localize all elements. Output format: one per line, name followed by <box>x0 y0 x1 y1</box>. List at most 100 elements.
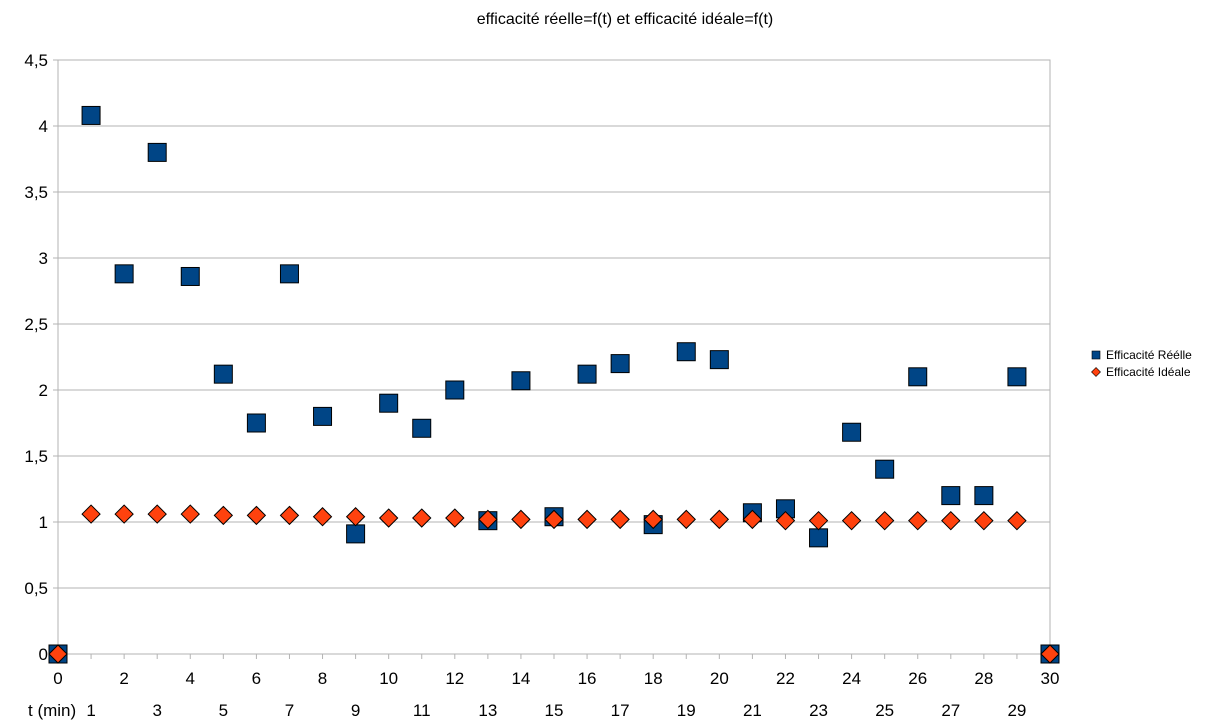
data-point-square <box>180 266 200 286</box>
data-point-diamond <box>974 510 994 531</box>
x-tick-label: 15 <box>545 701 564 720</box>
data-point-diamond <box>279 505 300 526</box>
x-axis-label: t (min) <box>28 701 76 720</box>
x-tick-label: 10 <box>379 669 398 688</box>
x-tick-label: 11 <box>413 701 431 720</box>
legend-marker-diamond <box>1091 367 1101 377</box>
data-point-square <box>577 364 597 384</box>
data-point-diamond <box>478 509 498 530</box>
x-tick-label: 19 <box>677 701 696 720</box>
data-point-square <box>379 393 399 413</box>
x-tick-label: 7 <box>285 701 294 720</box>
data-point-diamond <box>610 509 630 530</box>
x-tick-label: 27 <box>941 701 960 720</box>
data-point-diamond <box>511 509 531 530</box>
data-series <box>48 105 1060 664</box>
x-tick-label: 18 <box>644 669 663 688</box>
y-tick-label: 0,5 <box>24 579 48 598</box>
data-point-diamond <box>841 510 862 531</box>
data-point-diamond <box>412 508 432 528</box>
data-point-square <box>974 486 994 506</box>
x-tick-label: 0 <box>53 669 62 688</box>
data-point-square <box>313 406 333 426</box>
x-tick-label: 21 <box>743 701 762 720</box>
x-tick-label: 3 <box>152 701 161 720</box>
data-point-diamond <box>908 510 928 531</box>
data-point-diamond <box>643 509 663 530</box>
data-point-square <box>346 524 366 544</box>
grid-lines <box>53 59 1051 659</box>
x-tick-label: 16 <box>578 669 597 688</box>
legend-label: Efficacité Idéale <box>1106 365 1191 379</box>
x-tick-label: 17 <box>611 701 630 720</box>
data-point-diamond <box>312 507 333 527</box>
y-tick-label: 4,5 <box>24 51 48 70</box>
data-point-diamond <box>445 508 465 528</box>
data-point-square <box>246 413 266 433</box>
data-point-square <box>279 264 299 284</box>
x-tick-label: 5 <box>219 701 228 720</box>
data-point-square <box>114 264 134 284</box>
y-tick-label: 1 <box>39 513 48 532</box>
data-point-diamond <box>941 510 961 531</box>
x-tick-label: 23 <box>809 701 828 720</box>
data-point-square <box>610 354 630 374</box>
series-efficacite-reelle <box>48 105 1060 664</box>
data-point-diamond <box>775 510 796 531</box>
data-point-square <box>147 142 167 162</box>
data-point-diamond <box>544 509 564 530</box>
x-tick-label: 24 <box>842 669 861 688</box>
x-tick-label: 13 <box>478 701 497 720</box>
x-tick-label: 29 <box>1007 701 1026 720</box>
data-point-diamond <box>48 644 68 664</box>
x-tick-label: 25 <box>875 701 894 720</box>
x-tick-label: 30 <box>1041 669 1060 688</box>
data-point-diamond <box>81 504 101 524</box>
legend: Efficacité Réélle Efficacité Idéale <box>1091 348 1192 379</box>
y-tick-label: 4 <box>39 117 48 136</box>
series-efficacite-ideale <box>48 504 1060 664</box>
y-tick-label: 3,5 <box>24 183 48 202</box>
legend-label: Efficacité Réélle <box>1106 348 1192 362</box>
y-tick-label: 1,5 <box>24 447 48 466</box>
data-point-diamond <box>180 504 200 524</box>
x-tick-label: 4 <box>186 669 195 688</box>
y-tick-label: 3 <box>39 249 48 268</box>
y-tick-label: 2 <box>39 381 48 400</box>
data-point-square <box>511 371 531 391</box>
data-point-square <box>809 528 829 548</box>
x-tick-label: 1 <box>86 701 95 720</box>
data-point-diamond <box>742 509 763 530</box>
data-point-diamond <box>808 510 829 531</box>
data-point-diamond <box>114 504 134 524</box>
data-point-square <box>81 105 101 125</box>
data-point-square <box>412 418 432 438</box>
legend-marker-square <box>1091 350 1101 360</box>
x-tick-label: 2 <box>119 669 128 688</box>
data-point-diamond <box>1007 510 1027 531</box>
data-point-square <box>908 367 928 387</box>
y-tick-label: 0 <box>39 645 48 664</box>
data-point-diamond <box>378 508 399 528</box>
data-point-diamond <box>874 510 895 531</box>
data-point-square <box>1007 367 1027 387</box>
x-tick-label: 26 <box>908 669 927 688</box>
data-point-diamond <box>709 509 730 530</box>
x-tick-label: 6 <box>252 669 261 688</box>
plot-area <box>57 59 1051 655</box>
data-point-diamond <box>1040 644 1060 664</box>
data-point-square <box>676 342 696 362</box>
tick-labels: 00,511,522,533,544,50 2 4 6 8 10 12 14 16 18 20 22 2… <box>24 51 1059 720</box>
data-point-diamond <box>577 509 597 530</box>
x-tick-label: 8 <box>318 669 327 688</box>
chart-title: efficacité réelle=f(t) et efficacité idé… <box>476 11 774 28</box>
data-point-square <box>875 459 895 479</box>
x-tick-label: 20 <box>710 669 729 688</box>
data-point-square <box>213 364 233 384</box>
x-tick-label: 14 <box>511 669 530 688</box>
data-point-square <box>445 380 465 400</box>
data-point-diamond <box>246 505 267 526</box>
y-tick-label: 2,5 <box>24 315 48 334</box>
data-point-diamond <box>213 505 234 526</box>
